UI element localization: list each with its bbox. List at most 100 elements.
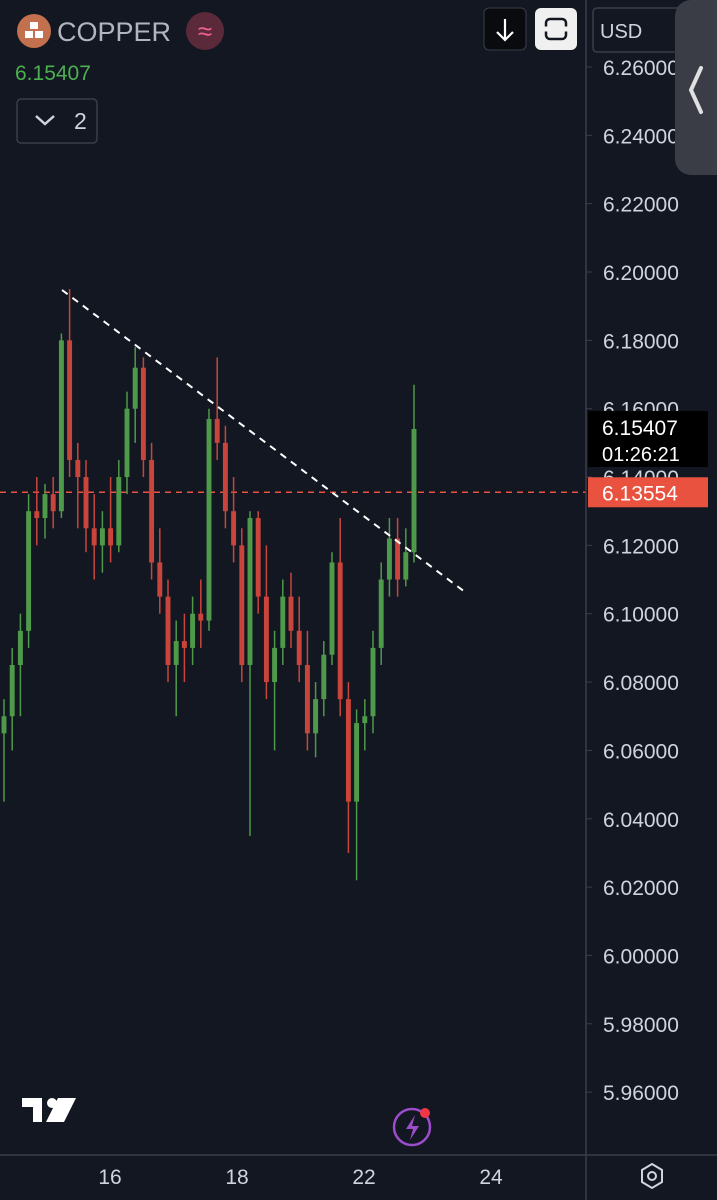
side-panel-arrow — [688, 66, 703, 114]
chevron — [35, 115, 55, 126]
candle-body — [231, 511, 237, 546]
candle-body — [91, 528, 97, 546]
candle-body — [181, 641, 187, 648]
lightning-icon — [406, 1115, 419, 1140]
candle-body — [362, 716, 368, 724]
y-tick-label: 6.18000 — [603, 330, 679, 353]
candle-body — [255, 518, 261, 597]
candle-body — [140, 367, 146, 460]
tradingview-logo — [47, 1098, 57, 1108]
candle-body — [157, 562, 163, 597]
candle-body — [272, 647, 278, 683]
y-tick-label: 6.00000 — [603, 945, 679, 968]
candle-body — [214, 418, 220, 443]
icon-shape — [25, 31, 33, 38]
y-tick-label: 6.22000 — [603, 194, 679, 217]
y-tick-label: 5.98000 — [603, 1014, 679, 1037]
mark-price-label: 6.13554 — [602, 482, 678, 505]
candle-body — [263, 596, 269, 683]
candle-body — [222, 442, 228, 512]
price-labels: 6.15407 01:26:21 6.13554 — [588, 410, 708, 508]
symbol[interactable]: COPPER — [57, 17, 171, 47]
last-price: 6.15407 — [15, 62, 91, 85]
y-tick-label: 5.96000 — [603, 1082, 679, 1105]
candle-body — [206, 418, 212, 621]
candle-body — [198, 613, 204, 621]
candle-body — [26, 511, 32, 631]
x-tick-label: 18 — [225, 1166, 248, 1189]
candle-body — [378, 579, 384, 648]
candle-body — [50, 494, 56, 512]
candle-body — [321, 654, 327, 700]
candle-body — [370, 647, 376, 717]
candle-body — [395, 538, 401, 580]
candle-body — [411, 428, 417, 553]
plot — [0, 289, 586, 881]
down-arrow — [496, 19, 514, 42]
candle-body — [58, 340, 64, 512]
candle-body — [296, 630, 302, 665]
candle-body — [337, 562, 343, 700]
y-tick-label: 6.12000 — [603, 535, 679, 558]
candle-body — [313, 699, 319, 734]
trend-line — [61, 289, 466, 593]
y-tick-label: 6.10000 — [603, 604, 679, 627]
x-tick-label: 16 — [98, 1166, 121, 1189]
indicator-count: 2 — [74, 108, 87, 134]
candle-body — [116, 477, 122, 546]
indicators-toggle[interactable] — [16, 98, 98, 144]
candle-body — [149, 459, 155, 563]
settings-icon[interactable] — [641, 1162, 663, 1190]
candle-body — [403, 552, 409, 580]
candle-body — [386, 538, 392, 580]
data-source-glyph: ≈ — [198, 16, 212, 46]
y-tick-label: 6.20000 — [603, 262, 679, 285]
candle-body — [17, 630, 23, 665]
icon-shape — [35, 31, 43, 38]
countdown-label: 01:26:21 — [602, 444, 680, 466]
x-tick-label: 24 — [479, 1166, 503, 1189]
icon-shape — [30, 22, 38, 29]
candle-body — [75, 459, 81, 478]
candle-body — [190, 613, 196, 648]
y-tick-label: 6.06000 — [603, 740, 679, 763]
candle-body — [288, 596, 294, 631]
candle-body — [165, 596, 171, 665]
candle-body — [304, 664, 310, 734]
mark-price-label-box — [588, 477, 708, 508]
candle-body — [329, 562, 335, 655]
data-source-icon — [186, 12, 224, 50]
candle-body — [9, 664, 15, 717]
candle-body — [42, 494, 48, 519]
candle-body — [280, 596, 286, 648]
candle-body — [239, 545, 245, 665]
candle-body — [67, 340, 73, 460]
candle-body — [83, 477, 89, 529]
candle-body — [132, 367, 138, 409]
y-tick-label: 6.26000 — [603, 57, 679, 80]
y-tick-label: 6.04000 — [603, 809, 679, 832]
lightning-button[interactable] — [392, 1107, 432, 1147]
last-price-label: 6.15407 — [602, 417, 678, 440]
candle-body — [354, 723, 360, 802]
x-tick-label: 22 — [352, 1166, 375, 1189]
settings-icon — [647, 1171, 657, 1181]
currency: USD — [600, 21, 642, 43]
y-tick-label: 6.08000 — [603, 672, 679, 695]
candle-body — [247, 518, 253, 665]
candle-body — [99, 528, 105, 546]
tradingview-logo — [22, 1098, 76, 1122]
candle-body — [108, 528, 114, 546]
candle-body — [34, 511, 40, 519]
y-tick-label: 6.02000 — [603, 877, 679, 900]
candle-body — [345, 699, 351, 802]
side-panel-tab[interactable] — [675, 0, 717, 175]
symbol-icon — [17, 14, 51, 48]
candle-body — [1, 716, 7, 734]
last-price-label-box — [588, 410, 708, 467]
y-tick-label: 6.24000 — [603, 125, 679, 148]
candle-body — [173, 641, 179, 665]
